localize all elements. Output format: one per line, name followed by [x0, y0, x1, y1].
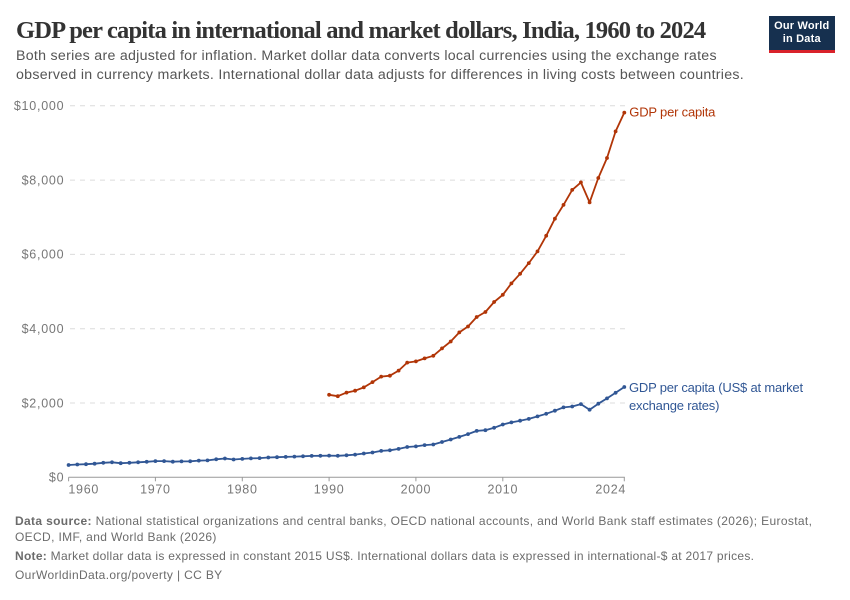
- svg-text:$4,000: $4,000: [22, 322, 65, 336]
- svg-text:1980: 1980: [227, 483, 258, 497]
- svg-text:exchange rates): exchange rates): [629, 398, 719, 413]
- svg-text:$2,000: $2,000: [22, 396, 65, 410]
- svg-text:GDP per capita (US$ at market: GDP per capita (US$ at market: [629, 380, 803, 395]
- svg-text:2000: 2000: [401, 483, 432, 497]
- svg-text:$10,000: $10,000: [14, 99, 64, 113]
- svg-text:1990: 1990: [314, 483, 345, 497]
- svg-text:GDP per capita: GDP per capita: [629, 105, 716, 120]
- svg-text:$8,000: $8,000: [22, 173, 65, 187]
- svg-text:2010: 2010: [487, 483, 518, 497]
- svg-text:2024: 2024: [595, 483, 626, 497]
- svg-text:$0: $0: [49, 471, 64, 485]
- svg-text:1960: 1960: [68, 483, 99, 497]
- svg-text:$6,000: $6,000: [22, 248, 65, 262]
- svg-text:1970: 1970: [140, 483, 171, 497]
